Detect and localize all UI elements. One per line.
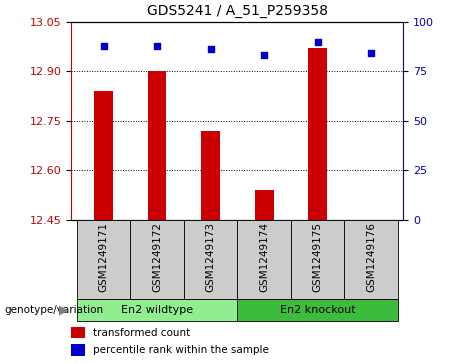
Bar [255,190,273,220]
Text: GSM1249176: GSM1249176 [366,222,376,292]
Bar [71,344,85,356]
Bar [201,131,220,220]
Bar [77,299,237,321]
Point [154,42,161,48]
Text: genotype/variation: genotype/variation [5,305,104,315]
Text: En2 knockout: En2 knockout [280,305,355,315]
Bar [77,220,130,299]
Bar [184,220,237,299]
Text: En2 wildtype: En2 wildtype [121,305,193,315]
Point [260,53,268,58]
Point [100,42,107,48]
Bar [308,48,327,220]
Bar [291,220,344,299]
Bar [344,220,398,299]
Text: transformed count: transformed count [93,327,190,338]
Text: GSM1249174: GSM1249174 [259,222,269,292]
Bar [94,91,113,220]
Text: ▶: ▶ [59,304,68,317]
Text: GSM1249175: GSM1249175 [313,222,323,292]
Text: percentile rank within the sample: percentile rank within the sample [93,345,269,355]
Text: GSM1249173: GSM1249173 [206,222,216,292]
Text: GSM1249172: GSM1249172 [152,222,162,292]
Bar [237,299,398,321]
Point [314,38,321,44]
Title: GDS5241 / A_51_P259358: GDS5241 / A_51_P259358 [147,4,328,18]
Text: GSM1249171: GSM1249171 [99,222,109,292]
Bar [237,220,291,299]
Point [367,50,375,56]
Bar [148,71,166,220]
Point [207,46,214,52]
Bar [130,220,184,299]
Bar [71,327,85,338]
